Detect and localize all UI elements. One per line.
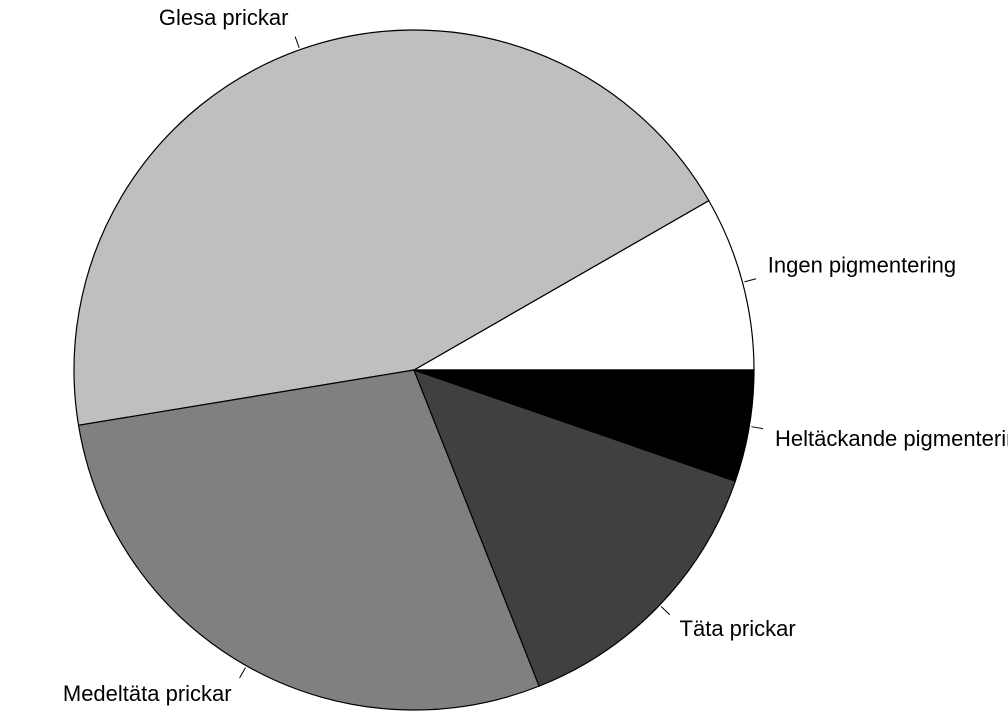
pie-slice bbox=[77, 369, 540, 711]
leader-line bbox=[239, 667, 246, 679]
leader-line bbox=[751, 426, 764, 430]
pie-slice bbox=[412, 369, 737, 687]
leader-line bbox=[744, 278, 757, 283]
slice-label: Täta prickar bbox=[680, 616, 796, 641]
slice-label: Heltäckande pigmentering bbox=[775, 426, 1008, 451]
pie-slice bbox=[413, 369, 755, 482]
pie-slice bbox=[411, 199, 755, 371]
leader-line bbox=[294, 36, 300, 49]
pie-slice bbox=[73, 29, 710, 426]
slice-label: Medeltäta prickar bbox=[63, 681, 232, 706]
slice-label: Glesa prickar bbox=[159, 5, 289, 30]
leader-line bbox=[660, 606, 671, 616]
slice-label: Ingen pigmentering bbox=[768, 252, 956, 277]
